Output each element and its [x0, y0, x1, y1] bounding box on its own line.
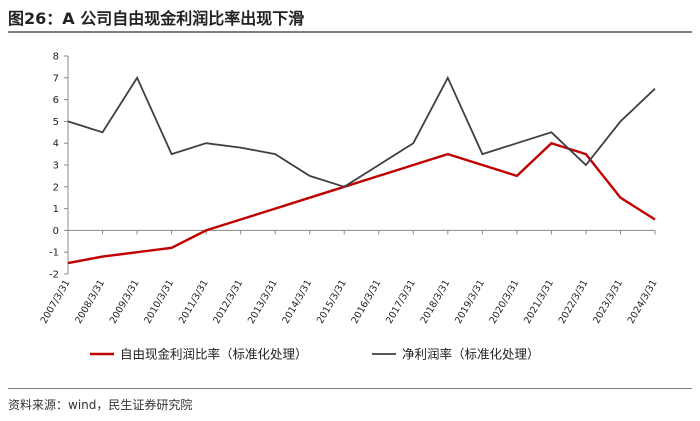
series-lines: [67, 75, 656, 265]
source-note: 资料来源：wind，民生证券研究院: [8, 398, 193, 412]
x-tick-label: 2016/3/31: [349, 278, 383, 326]
footer-divider: [8, 388, 692, 389]
y-tick-label: -2: [49, 270, 59, 281]
legend-label: 净利润率（标准化处理）: [402, 347, 540, 362]
y-tick-label: 6: [53, 95, 59, 106]
y-tick-label: 5: [53, 117, 59, 128]
x-tick-label: 2012/3/31: [211, 278, 245, 326]
x-tick-label: 2022/3/31: [557, 278, 591, 326]
title-divider: [8, 31, 692, 33]
y-tick-label: 8: [53, 52, 59, 63]
line-chart: -2 -1 0 1 2 3 4 5 6 7 8 2007/3/31 2008/3/31 2009/3/3…: [39, 52, 660, 362]
x-tick-label: 2009/3/31: [108, 278, 142, 326]
x-tick-label: 2007/3/31: [39, 278, 73, 326]
x-tick-label: 2013/3/31: [246, 278, 280, 326]
x-tick-label: 2015/3/31: [315, 278, 349, 326]
x-tick-label: 2018/3/31: [419, 278, 453, 326]
x-tick-label: 2023/3/31: [591, 278, 625, 326]
x-tick-label: 2010/3/31: [142, 278, 176, 326]
y-tick-label: -1: [49, 248, 59, 259]
series-line-free-cash-profit-ratio: [67, 141, 656, 265]
y-axis-ticks: -2 -1 0 1 2 3 4 5 6 7 8: [49, 52, 68, 281]
y-tick-label: 0: [53, 226, 59, 237]
x-tick-label: 2024/3/31: [626, 278, 660, 326]
series-line-net-profit-margin: [67, 75, 656, 188]
chart-axes: [67, 56, 655, 274]
y-tick-label: 7: [53, 73, 59, 84]
x-tick-label: 2020/3/31: [488, 278, 522, 326]
legend-label: 自由现金利润比率（标准化处理）: [120, 347, 308, 362]
y-tick-label: 1: [53, 204, 59, 215]
x-tick-label: 2014/3/31: [280, 278, 314, 326]
x-tick-label: 2017/3/31: [384, 278, 418, 326]
chart-title: 图26：A 公司自由现金利润比率出现下滑: [8, 9, 305, 28]
x-tick-label: 2021/3/31: [522, 278, 556, 326]
y-tick-label: 4: [53, 139, 59, 150]
x-tick-label: 2019/3/31: [453, 278, 487, 326]
chart-legend: 自由现金利润比率（标准化处理） 净利润率（标准化处理）: [90, 347, 540, 362]
x-tick-label: 2008/3/31: [73, 278, 107, 326]
x-axis-ticks: 2007/3/31 2008/3/31 2009/3/31 2010/3/31 2011…: [39, 230, 660, 326]
x-tick-label: 2011/3/31: [177, 278, 211, 326]
y-tick-label: 2: [53, 182, 59, 193]
y-tick-label: 3: [53, 161, 59, 172]
